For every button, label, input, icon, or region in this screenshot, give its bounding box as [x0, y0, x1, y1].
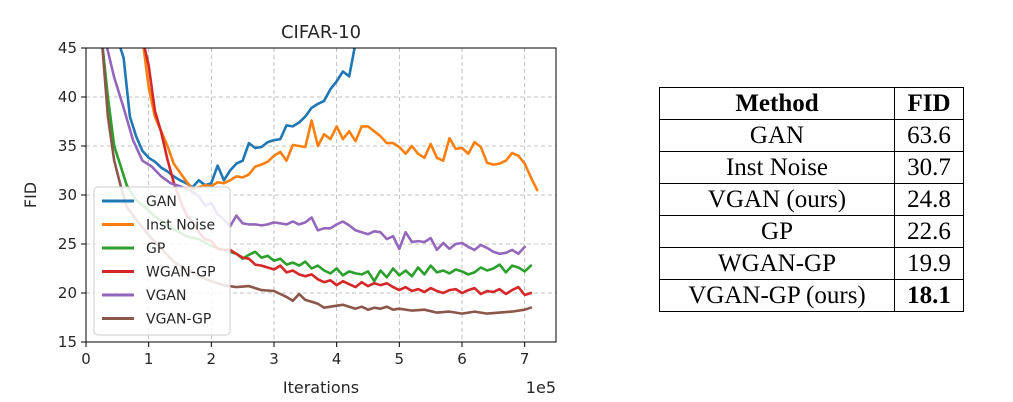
- x-tick-label: 7: [520, 350, 530, 368]
- legend-label: VGAN: [146, 288, 186, 304]
- fid-results-table: Method FID GAN 63.6 Inst Noise 30.7 VGAN…: [659, 87, 964, 312]
- table-header-row: Method FID: [659, 87, 964, 120]
- y-tick-label: 15: [58, 333, 77, 351]
- x-tick-label: 1: [144, 350, 154, 368]
- legend-label: GAN: [146, 194, 177, 210]
- fid-cell: 22.6: [894, 215, 964, 248]
- x-tick-label: 2: [207, 350, 217, 368]
- table-row: VGAN-GP (ours) 18.1: [659, 279, 964, 312]
- table-row: Inst Noise 30.7: [659, 151, 964, 184]
- y-tick-label: 25: [58, 235, 77, 253]
- x-axis-label: Iterations: [283, 378, 359, 397]
- y-axis-label: FID: [21, 182, 40, 208]
- legend-label: Inst Noise: [146, 218, 215, 234]
- y-tick-label: 30: [58, 186, 77, 204]
- fid-cell: 30.7: [894, 151, 964, 184]
- chart-title: CIFAR-10: [281, 22, 361, 43]
- x-tick-label: 3: [269, 350, 279, 368]
- table-row: GP 22.6: [659, 215, 964, 248]
- table-row: GAN 63.6: [659, 119, 964, 152]
- fid-cell: 24.8: [894, 183, 964, 216]
- header-method: Method: [659, 87, 895, 120]
- method-cell: VGAN (ours): [659, 183, 895, 216]
- table-row: VGAN (ours) 24.8: [659, 183, 964, 216]
- method-cell: GP: [659, 215, 895, 248]
- y-tick-label: 35: [58, 137, 77, 155]
- y-tick-label: 45: [58, 39, 77, 57]
- x-tick-label: 5: [395, 350, 405, 368]
- fid-cell: 63.6: [894, 119, 964, 152]
- legend-items: GAN Inst Noise GP WGAN-GP VGAN VGAN-GP: [102, 194, 216, 328]
- legend-label: VGAN-GP: [146, 312, 211, 328]
- method-cell: VGAN-GP (ours): [659, 279, 895, 312]
- y-tick-label: 40: [58, 88, 77, 106]
- series-line-gan: [119, 48, 356, 189]
- legend-label: WGAN-GP: [146, 265, 216, 281]
- method-cell: Inst Noise: [659, 151, 895, 184]
- fid-cell-best: 18.1: [894, 279, 964, 312]
- x-tick-label: 0: [81, 350, 91, 368]
- series-line-inst-noise: [142, 48, 539, 192]
- legend-label: GP: [146, 241, 165, 257]
- x-offset-label: 1e5: [526, 378, 556, 397]
- fid-cell: 19.9: [894, 247, 964, 280]
- y-tick-label: 20: [58, 284, 77, 302]
- fid-table-container: Method FID GAN 63.6 Inst Noise 30.7 VGAN…: [659, 87, 964, 312]
- legend: GAN Inst Noise GP WGAN-GP VGAN VGAN-GP: [93, 186, 231, 336]
- method-cell: WGAN-GP: [659, 247, 895, 280]
- header-fid: FID: [894, 87, 964, 120]
- method-cell: GAN: [659, 119, 895, 152]
- x-tick-label: 4: [332, 350, 342, 368]
- fid-chart: 0 1 2 3 4 5 6 7 15 20 25 30 35 40 45 CIFAR-10 Iteratio…: [21, 22, 557, 397]
- x-tick-label: 6: [457, 350, 467, 368]
- table-row: WGAN-GP 19.9: [659, 247, 964, 280]
